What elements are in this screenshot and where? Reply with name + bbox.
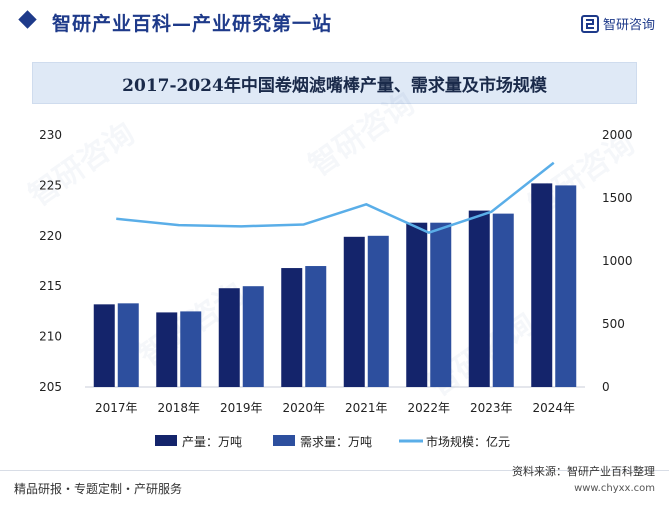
bar-production: [218, 288, 240, 387]
brand-logo-link[interactable]: 智研咨询: [580, 14, 655, 33]
x-tick-label: 2021年: [345, 401, 388, 415]
bar-production: [93, 304, 115, 387]
y-right-tick-label: 500: [602, 317, 625, 331]
bar-demand: [242, 286, 264, 387]
legend-label: 市场规模：亿元: [426, 434, 510, 449]
x-tick-label: 2024年: [532, 401, 575, 415]
chart-title: 2017-2024年中国卷烟滤嘴棒产量、需求量及市场规模: [122, 76, 547, 96]
x-tick-label: 2019年: [220, 401, 263, 415]
x-tick-label: 2018年: [157, 401, 200, 415]
header-bar: 智研产业百科—产业研究第一站 智研咨询: [0, 0, 669, 48]
legend-swatch-1: [273, 435, 295, 446]
bar-demand: [180, 311, 202, 387]
y-left-tick-label: 220: [39, 229, 62, 243]
y-right-tick-label: 2000: [602, 128, 633, 142]
bar-demand: [367, 235, 389, 387]
source-url[interactable]: www.chyxx.com: [574, 483, 655, 494]
legend-label: 产量：万吨: [182, 435, 242, 449]
x-tick-label: 2017年: [95, 401, 138, 415]
y-right-tick-label: 1500: [602, 191, 633, 205]
bar-production: [406, 222, 428, 387]
y-left-tick-label: 205: [39, 380, 62, 394]
footer-services: 精品研报・专题定制・产研服务: [14, 482, 183, 496]
bar-demand: [430, 222, 452, 387]
bar-production: [156, 312, 178, 387]
bar-demand: [555, 185, 577, 387]
bar-production: [343, 236, 365, 387]
legend-swatch-0: [155, 435, 177, 446]
source-text: 资料来源：智研产业百科整理: [512, 465, 655, 478]
bar-production: [531, 183, 553, 387]
y-left-tick-label: 215: [39, 279, 62, 293]
bar-demand: [492, 213, 514, 387]
site-title: 智研产业百科—产业研究第一站: [52, 13, 333, 35]
footer-source: 资料来源：智研产业百科整理 www.chyxx.com: [512, 463, 655, 497]
bar-production: [468, 210, 490, 387]
legend-label: 需求量：万吨: [300, 435, 372, 449]
chart-title-band: 2017-2024年中国卷烟滤嘴棒产量、需求量及市场规模: [32, 62, 637, 104]
line-market-size: [116, 161, 555, 234]
x-tick-label: 2020年: [282, 401, 325, 415]
bar-production: [281, 268, 303, 387]
y-right-tick-label: 0: [602, 380, 610, 394]
brand-logo-icon: [580, 14, 599, 33]
y-right-tick-label: 1000: [602, 254, 633, 268]
brand-name: 智研咨询: [602, 18, 655, 33]
y-left-tick-label: 210: [39, 330, 62, 344]
y-left-tick-label: 225: [39, 178, 62, 192]
x-tick-label: 2023年: [470, 401, 513, 415]
bar-demand: [117, 303, 139, 387]
x-tick-label: 2022年: [407, 401, 450, 415]
y-left-tick-label: 230: [39, 128, 62, 142]
footer-divider: [0, 470, 669, 471]
bar-demand: [305, 266, 327, 387]
